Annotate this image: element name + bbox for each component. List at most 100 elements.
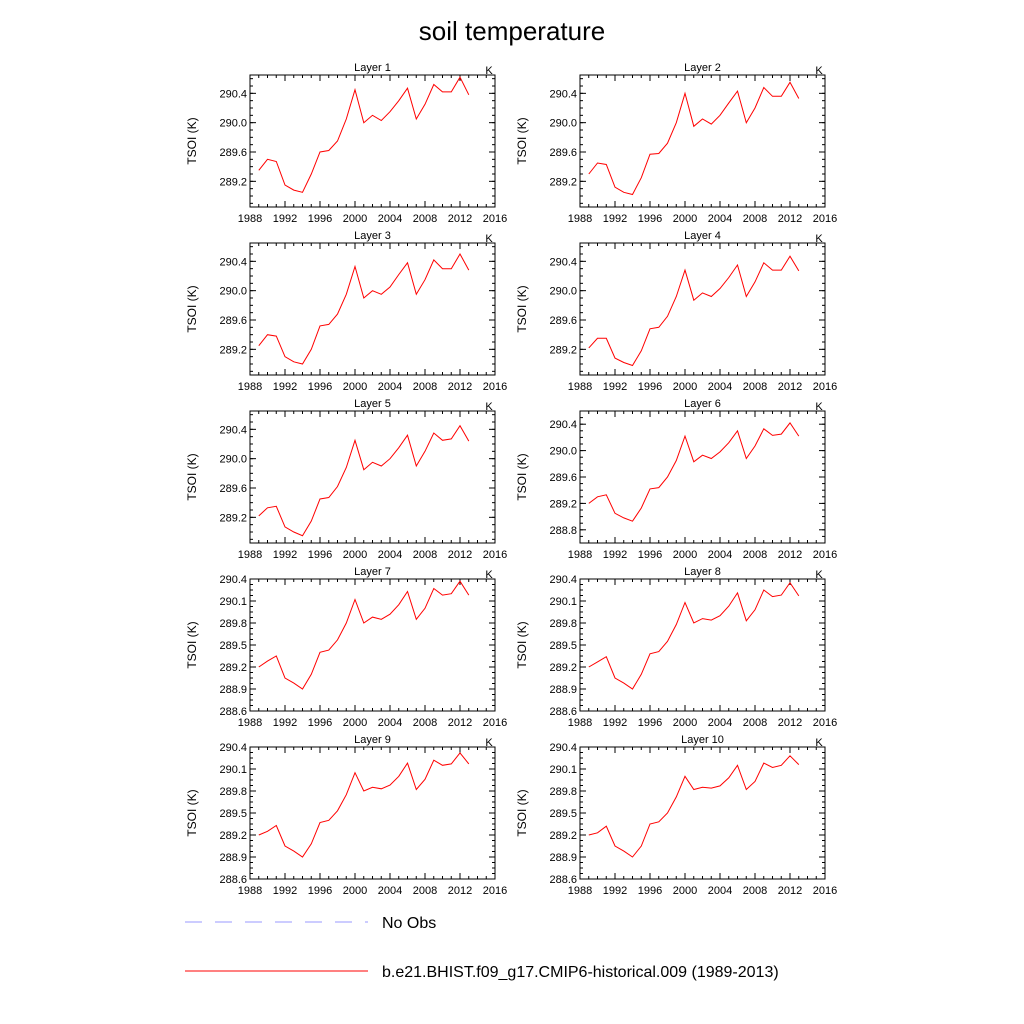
- panel-title: Layer 10: [681, 734, 724, 746]
- series-line-model: [588, 581, 800, 690]
- x-tick-label: 1988: [568, 717, 592, 729]
- x-tick-label: 1992: [273, 213, 297, 225]
- x-tick-label: 2012: [448, 717, 472, 729]
- panel-layer-10: Layer 10 K TSOI (K) 1988 1992 1996 2000 2004 200…: [515, 734, 837, 897]
- unit-label: K: [815, 65, 823, 77]
- panel-title: Layer 8: [684, 566, 721, 578]
- x-tick-label: 2016: [483, 717, 507, 729]
- x-tick-label: 2012: [778, 549, 802, 561]
- y-tick-label: 289.6: [219, 483, 247, 495]
- unit-label: K: [485, 233, 493, 245]
- x-tick-label: 1988: [238, 717, 262, 729]
- panel-layer-3: Layer 3 K TSOI (K) 1988 1992 1996 2000 2004 2008…: [185, 230, 507, 393]
- panel-title: Layer 6: [684, 398, 721, 410]
- panel-title: Layer 9: [354, 734, 391, 746]
- panel-layer-1: Layer 1 K TSOI (K) 1988 1992 1996 2000 2004 2008…: [185, 62, 507, 225]
- y-tick-label: 289.8: [219, 786, 247, 798]
- x-tick-label: 1996: [638, 717, 662, 729]
- x-tick-label: 1992: [273, 549, 297, 561]
- y-tick-label: 290.4: [549, 742, 577, 754]
- panel-title: Layer 3: [354, 230, 391, 242]
- x-tick-label: 2016: [813, 381, 837, 393]
- series-line-model: [588, 755, 800, 858]
- x-tick-label: 2008: [743, 381, 767, 393]
- x-tick-label: 1992: [273, 885, 297, 897]
- x-tick-label: 1988: [238, 381, 262, 393]
- y-tick-label: 290.4: [549, 574, 577, 586]
- y-tick-label: 289.8: [219, 618, 247, 630]
- series-line-model: [588, 255, 800, 367]
- x-tick-label: 1996: [638, 213, 662, 225]
- y-tick-label: 290.4: [549, 256, 577, 268]
- x-tick-label: 1988: [568, 549, 592, 561]
- x-tick-label: 1988: [568, 381, 592, 393]
- y-tick-label: 289.6: [219, 147, 247, 159]
- panel-title: Layer 7: [354, 566, 391, 578]
- x-tick-label: 2016: [483, 213, 507, 225]
- y-tick-label: 289.2: [219, 176, 247, 188]
- x-tick-label: 2000: [343, 717, 367, 729]
- y-axis-label: TSOI (K): [515, 117, 529, 164]
- y-axis-label: TSOI (K): [185, 621, 199, 668]
- y-tick-label: 290.0: [219, 286, 247, 298]
- x-tick-label: 1988: [238, 885, 262, 897]
- y-tick-label: 289.5: [219, 640, 247, 652]
- plot-frame: [249, 746, 496, 880]
- series-line-model: [258, 76, 470, 193]
- x-tick-label: 2012: [778, 381, 802, 393]
- y-tick-label: 288.6: [549, 874, 577, 886]
- x-tick-label: 2016: [813, 717, 837, 729]
- y-tick-label: 289.8: [549, 786, 577, 798]
- panel-title: Layer 4: [684, 230, 721, 242]
- y-tick-label: 288.8: [549, 525, 577, 537]
- x-tick-label: 2004: [708, 717, 732, 729]
- x-tick-label: 2008: [413, 549, 437, 561]
- x-tick-label: 1996: [308, 885, 332, 897]
- x-tick-label: 2000: [343, 213, 367, 225]
- x-tick-label: 1992: [273, 381, 297, 393]
- y-tick-label: 288.6: [219, 874, 247, 886]
- unit-label: K: [485, 569, 493, 581]
- x-tick-label: 1988: [238, 213, 262, 225]
- x-tick-label: 2016: [483, 885, 507, 897]
- x-tick-label: 2016: [483, 381, 507, 393]
- plot-frame: [579, 410, 826, 544]
- series-line-model: [588, 422, 800, 522]
- x-tick-label: 2012: [448, 213, 472, 225]
- plot-frame: [579, 74, 826, 208]
- x-tick-label: 2016: [483, 549, 507, 561]
- y-tick-label: 289.6: [549, 147, 577, 159]
- x-tick-label: 2016: [813, 213, 837, 225]
- x-tick-label: 1996: [308, 213, 332, 225]
- x-tick-label: 1992: [603, 213, 627, 225]
- x-tick-label: 1992: [603, 885, 627, 897]
- x-tick-label: 2000: [343, 381, 367, 393]
- y-tick-label: 289.2: [549, 830, 577, 842]
- y-tick-label: 289.8: [549, 618, 577, 630]
- y-tick-label: 289.5: [549, 640, 577, 652]
- x-tick-label: 2012: [778, 717, 802, 729]
- legend-label-no-obs: No Obs: [382, 915, 436, 932]
- y-tick-label: 290.4: [219, 256, 247, 268]
- y-tick-label: 290.4: [219, 88, 247, 100]
- x-tick-label: 1992: [603, 549, 627, 561]
- chart-title: soil temperature: [419, 16, 605, 46]
- x-tick-label: 1988: [568, 885, 592, 897]
- y-tick-label: 288.9: [549, 684, 577, 696]
- plot-frame: [249, 578, 496, 712]
- y-tick-label: 288.9: [219, 852, 247, 864]
- series-line-model: [258, 580, 470, 690]
- x-tick-label: 1992: [603, 717, 627, 729]
- y-tick-label: 289.2: [549, 662, 577, 674]
- y-tick-label: 290.1: [549, 764, 577, 776]
- x-tick-label: 2000: [673, 549, 697, 561]
- panel-layer-4: Layer 4 K TSOI (K) 1988 1992 1996 2000 2004 2008…: [515, 230, 837, 393]
- y-tick-label: 289.2: [549, 498, 577, 510]
- panel-title: Layer 5: [354, 398, 391, 410]
- plot-frame: [249, 410, 496, 544]
- y-axis-label: TSOI (K): [185, 789, 199, 836]
- x-tick-label: 2004: [708, 213, 732, 225]
- y-tick-label: 290.0: [549, 446, 577, 458]
- legend-label-model: b.e21.BHIST.f09_g17.CMIP6-historical.009…: [382, 964, 779, 981]
- y-axis-label: TSOI (K): [515, 453, 529, 500]
